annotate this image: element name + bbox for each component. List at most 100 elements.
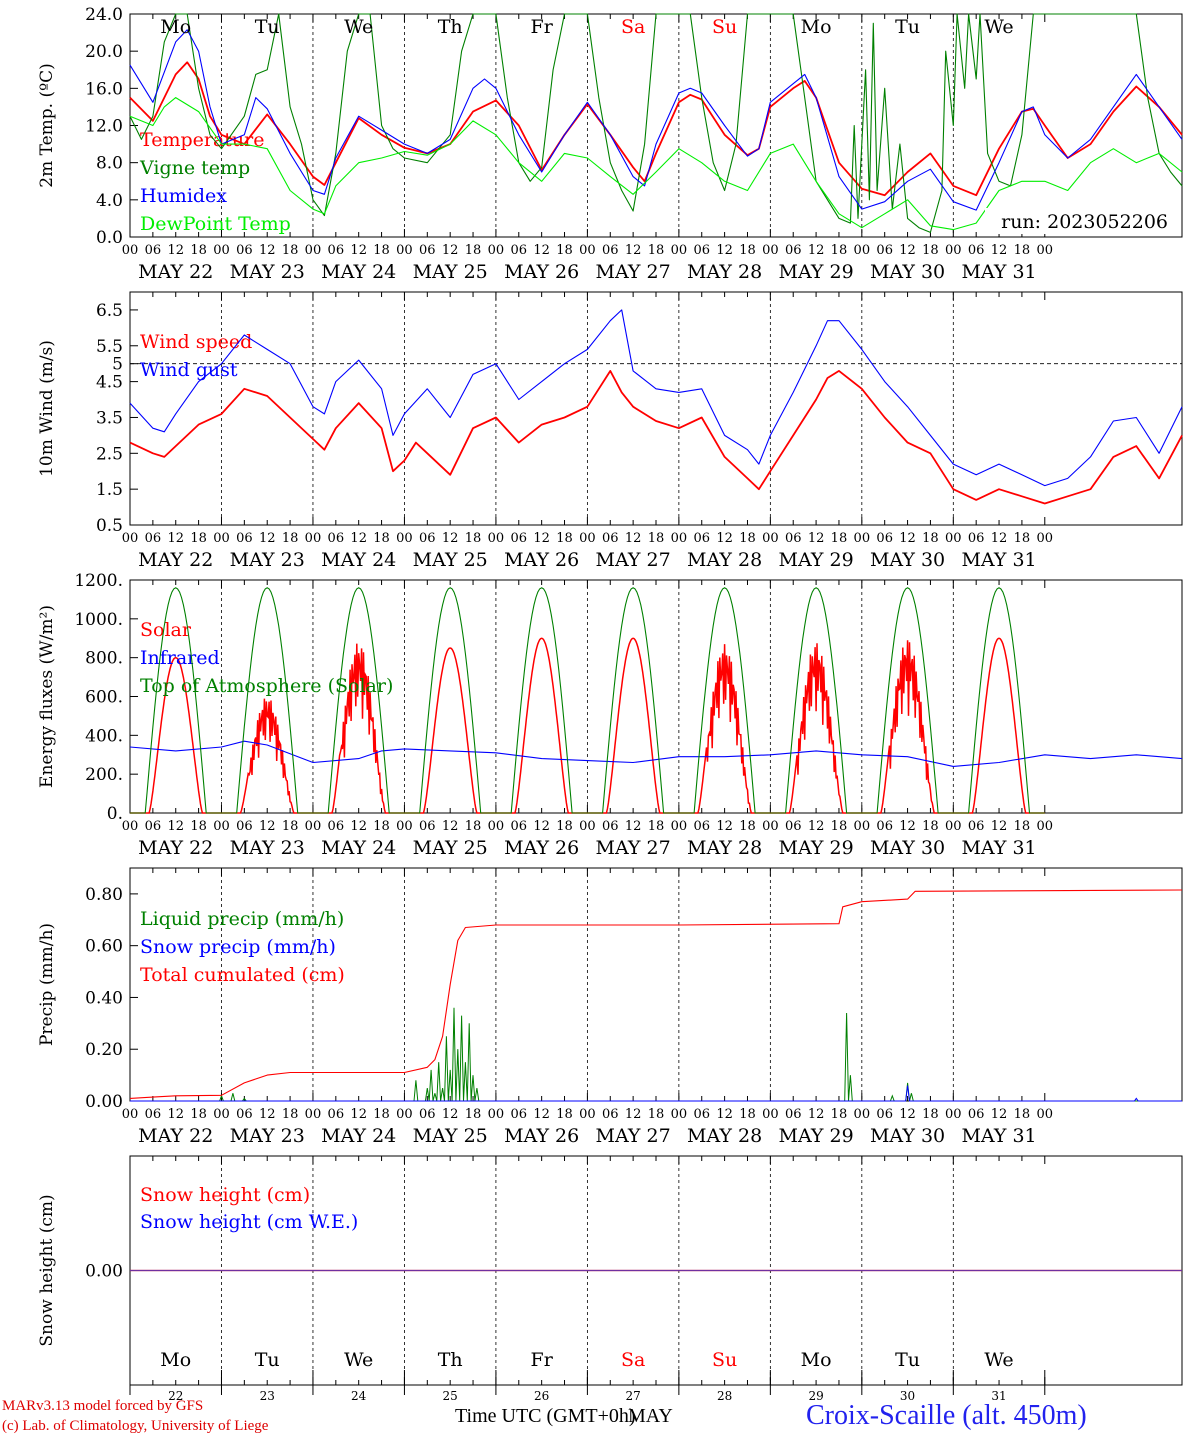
y-tick-label: 0.60 <box>85 937 123 957</box>
hour-tick-label: 06 <box>876 1107 893 1122</box>
hour-tick-label: 06 <box>145 531 162 546</box>
hour-tick-label: 00 <box>305 243 322 258</box>
day-number: 29 <box>808 1389 823 1403</box>
hour-tick-label: 18 <box>373 1107 390 1122</box>
plot-frame <box>129 291 1183 526</box>
hour-tick-label: 12 <box>533 819 550 834</box>
hour-tick-label: 00 <box>579 243 596 258</box>
hour-tick-label: 12 <box>350 819 367 834</box>
hour-tick-label: 12 <box>259 531 276 546</box>
day-abbrev: We <box>344 1349 373 1371</box>
hour-tick-label: 06 <box>968 243 985 258</box>
day-label: MAY 27 <box>596 837 671 859</box>
y-tick-label: 6.5 <box>96 301 123 321</box>
day-label: MAY 31 <box>961 1125 1036 1147</box>
hour-tick-label: 00 <box>1037 531 1054 546</box>
y-tick-label: 16.0 <box>85 79 123 99</box>
hour-tick-label: 06 <box>511 1107 528 1122</box>
y-tick-label: 2.5 <box>96 444 123 464</box>
day-label: MAY 23 <box>230 1125 305 1147</box>
hour-tick-label: 18 <box>190 243 207 258</box>
y-tick-label: 4.0 <box>96 191 123 211</box>
y-tick-label: 4.5 <box>96 373 123 393</box>
hour-tick-label: 12 <box>533 1107 550 1122</box>
hour-tick-label: 12 <box>167 243 184 258</box>
day-label: MAY 25 <box>413 1125 488 1147</box>
y-tick-label: 0.20 <box>85 1040 123 1060</box>
hour-tick-label: 06 <box>236 819 253 834</box>
series-wind-gust <box>129 309 1183 487</box>
hour-tick-label: 18 <box>465 1107 482 1122</box>
day-label: MAY 22 <box>138 1125 213 1147</box>
hour-tick-label: 18 <box>373 243 390 258</box>
hour-tick-label: 18 <box>282 243 299 258</box>
day-label: MAY 23 <box>230 837 305 859</box>
day-label: MAY 30 <box>870 549 945 571</box>
hour-tick-label: 12 <box>442 531 459 546</box>
day-label: MAY 26 <box>504 261 579 283</box>
legend-entry: Temperature <box>140 129 264 151</box>
hour-tick-label: 12 <box>716 243 733 258</box>
day-label: MAY 29 <box>779 837 854 859</box>
day-label: MAY 28 <box>687 837 762 859</box>
day-label: MAY 28 <box>687 261 762 283</box>
hour-tick-label: 00 <box>213 819 230 834</box>
y-tick-label: 8.0 <box>96 154 123 174</box>
credit-line-2: (c) Lab. of Climatology, University of L… <box>2 1418 269 1434</box>
y-tick-label: 0.80 <box>85 885 123 905</box>
day-number: 22 <box>168 1389 183 1403</box>
hour-tick-label: 00 <box>671 243 688 258</box>
hour-tick-label: 12 <box>442 1107 459 1122</box>
series-snow-precip-mm-h- <box>130 1085 1182 1102</box>
hour-tick-label: 18 <box>922 531 939 546</box>
y-tick-label: 1.5 <box>96 480 123 500</box>
day-label: MAY 27 <box>596 261 671 283</box>
legend-entry: DewPoint Temp <box>140 213 291 235</box>
hour-tick-label: 06 <box>419 531 436 546</box>
hour-tick-label: 18 <box>1014 531 1031 546</box>
day-label: MAY 24 <box>321 261 396 283</box>
hour-tick-label: 12 <box>167 819 184 834</box>
day-label: MAY 24 <box>321 837 396 859</box>
hour-tick-label: 18 <box>556 819 573 834</box>
day-label: MAY 26 <box>504 549 579 571</box>
hour-tick-label: 18 <box>1014 1107 1031 1122</box>
series-vigne-temp <box>129 13 1183 233</box>
y-tick-label: 5.5 <box>96 337 123 357</box>
y-tick-label: 20.0 <box>85 42 123 62</box>
hour-tick-label: 18 <box>1014 243 1031 258</box>
run-label-bg <box>985 208 1175 234</box>
legend-entry: Humidex <box>140 185 227 207</box>
hour-tick-label: 00 <box>488 531 505 546</box>
legend-entry: Vigne temp <box>139 157 250 179</box>
hour-tick-label: 18 <box>739 531 756 546</box>
station-title: Croix-Scaille (alt. 450m) <box>806 1400 1087 1431</box>
legend-entry: Infrared <box>140 647 220 669</box>
hour-tick-label: 12 <box>991 1107 1008 1122</box>
day-label: MAY 27 <box>596 1125 671 1147</box>
day-abbrev: We <box>344 16 373 38</box>
day-label: MAY 30 <box>870 261 945 283</box>
hour-tick-label: 06 <box>785 531 802 546</box>
series-wind-speed <box>129 370 1183 505</box>
hour-tick-label: 06 <box>145 819 162 834</box>
series-humidex <box>129 29 1183 211</box>
y-axis-label: 10m Wind (m/s) <box>37 340 57 477</box>
hour-tick-label: 06 <box>693 531 710 546</box>
series-temperature <box>129 61 1183 197</box>
hour-tick-label: 12 <box>991 243 1008 258</box>
day-label: MAY 26 <box>504 837 579 859</box>
series-infrared <box>129 740 1183 767</box>
hour-tick-label: 18 <box>648 819 665 834</box>
series-liquid-precip-mm-h- <box>130 1007 1182 1102</box>
hour-tick-label: 12 <box>899 243 916 258</box>
hour-tick-label: 00 <box>305 819 322 834</box>
y-tick-label: 0.00 <box>85 1092 123 1112</box>
hour-tick-label: 06 <box>602 819 619 834</box>
day-label: MAY 31 <box>961 261 1036 283</box>
hour-tick-label: 06 <box>602 531 619 546</box>
day-label: MAY 29 <box>779 549 854 571</box>
legend-entry: Snow height (cm W.E.) <box>140 1211 358 1233</box>
plot-frame <box>129 13 1183 238</box>
